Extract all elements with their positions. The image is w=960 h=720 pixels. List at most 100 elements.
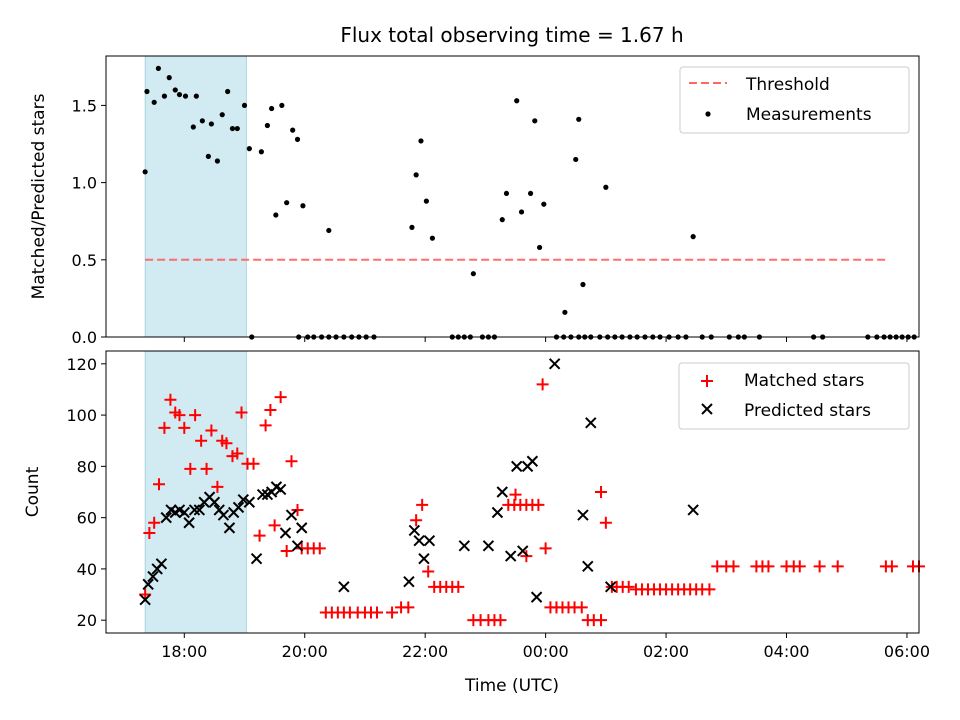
- bottom-y-tick-label: 40: [77, 560, 97, 579]
- measurement-point: [258, 149, 264, 155]
- predicted-star-point: [687, 504, 699, 516]
- measurement-point: [603, 184, 609, 190]
- measurement-point: [423, 198, 429, 204]
- top-highlight-span: [144, 55, 247, 338]
- matched-star-point: [205, 424, 218, 437]
- top-x-ticks: [183, 337, 908, 342]
- measurement-point: [219, 112, 225, 118]
- predicted-star-point: [274, 483, 287, 496]
- predicted-star-point: [178, 506, 190, 519]
- predicted-star-point: [585, 417, 597, 429]
- count-panel: 20 40 60 80 100 120 18:00 20:00 22:00 00:00 02:00…: [23, 350, 930, 696]
- predicted-star-point: [548, 358, 561, 370]
- predicted-star-point: [418, 552, 430, 565]
- predicted-star-point: [183, 517, 195, 529]
- predicted-star-point: [217, 509, 230, 521]
- measurement-point: [229, 125, 236, 132]
- matched-star-point: [520, 550, 533, 563]
- top-y-ticks: 0.0 0.5 1.0 1.5: [72, 96, 106, 347]
- measurement-point: [225, 88, 231, 95]
- chart-title: Flux total observing time = 1.67 h: [340, 23, 683, 47]
- measurement-point: [573, 156, 579, 163]
- matched-star-point: [259, 419, 272, 432]
- bottom-y-axis-label: Count: [23, 466, 43, 517]
- predicted-star-point: [193, 504, 206, 516]
- predicted-star-point: [504, 550, 517, 562]
- measurement-point: [470, 271, 476, 277]
- matched-star-point: [575, 601, 588, 614]
- measurement-point: [193, 93, 199, 99]
- matched-star-point: [274, 391, 287, 404]
- bottom-plot-frame: [105, 350, 920, 634]
- x-tick-label: 06:00: [884, 642, 930, 661]
- predicted-star-point: [511, 460, 523, 473]
- measurement-point: [273, 212, 279, 218]
- measurement-point: [182, 93, 189, 99]
- matched-star-point: [793, 560, 806, 573]
- matched-star-point: [152, 478, 165, 491]
- predicted-star-point: [296, 522, 308, 534]
- predicted-star-point: [604, 581, 617, 593]
- x-tick-label: 20:00: [282, 642, 328, 661]
- measurement-point: [144, 88, 150, 95]
- top-legend-box: [679, 66, 910, 134]
- predicted-star-point: [223, 522, 236, 534]
- measurement-point: [142, 169, 148, 175]
- bottom-legend: Matched stars Predicted stars: [678, 362, 910, 430]
- matched-star-point: [164, 393, 177, 406]
- measurement-point: [264, 122, 270, 129]
- count-points: [139, 358, 925, 627]
- predicted-star-point: [482, 540, 495, 552]
- measurement-point: [284, 200, 290, 206]
- matched-legend-swatch: [701, 375, 713, 387]
- predicted-star-point: [256, 488, 269, 501]
- matched-star-point: [536, 378, 549, 391]
- measurement-point: [503, 190, 510, 197]
- predicted-star-point: [250, 552, 263, 565]
- matched-star-point: [235, 406, 248, 419]
- measurement-point: [409, 224, 415, 230]
- matched-star-point: [148, 516, 161, 529]
- measurement-point: [234, 125, 240, 132]
- measurement-point: [172, 87, 178, 93]
- matched-star-point: [422, 565, 435, 578]
- measurement-point: [562, 309, 568, 315]
- matched-star-point: [195, 434, 208, 447]
- bottom-highlight-span: [144, 350, 247, 634]
- predicted-star-point: [155, 558, 168, 570]
- measurement-point: [300, 203, 306, 209]
- measurements-legend-swatch: [705, 111, 711, 117]
- top-plot-frame: [105, 55, 920, 338]
- measurement-point: [290, 127, 296, 133]
- matched-star-point: [247, 457, 260, 470]
- top-y-tick-label: 0.0: [72, 328, 97, 347]
- matched-star-point: [264, 403, 277, 416]
- matched-star-point: [158, 421, 171, 434]
- matched-star-point: [280, 544, 293, 557]
- bottom-x-ticks: 18:00 20:00 22:00 00:00 02:00 04:00 06:00: [161, 633, 930, 661]
- measurement-point: [241, 102, 248, 109]
- matched-star-point: [220, 437, 233, 450]
- measurement-point: [208, 121, 214, 127]
- matched-star-point: [173, 409, 186, 422]
- measurements-legend-label: Measurements: [746, 105, 872, 125]
- predicted-star-point: [338, 581, 350, 593]
- matched-star-point: [831, 560, 844, 573]
- measurement-point: [161, 93, 168, 99]
- measurement-point: [269, 105, 275, 112]
- bottom-y-tick-label: 100: [66, 406, 97, 425]
- matched-star-point: [313, 542, 326, 555]
- matched-star-point: [452, 580, 465, 593]
- predicted-legend-swatch: [701, 403, 713, 415]
- matched-star-point: [402, 601, 415, 614]
- matched-star-point: [143, 527, 156, 540]
- predicted-star-point: [413, 535, 425, 547]
- top-legend: Threshold Measurements: [679, 66, 910, 134]
- bottom-y-tick-label: 120: [66, 355, 97, 374]
- x-tick-label: 18:00: [161, 642, 207, 661]
- matched-star-point: [703, 583, 716, 596]
- matched-star-point: [189, 409, 202, 422]
- measurement-point: [279, 102, 285, 109]
- threshold-legend-label: Threshold: [745, 75, 830, 95]
